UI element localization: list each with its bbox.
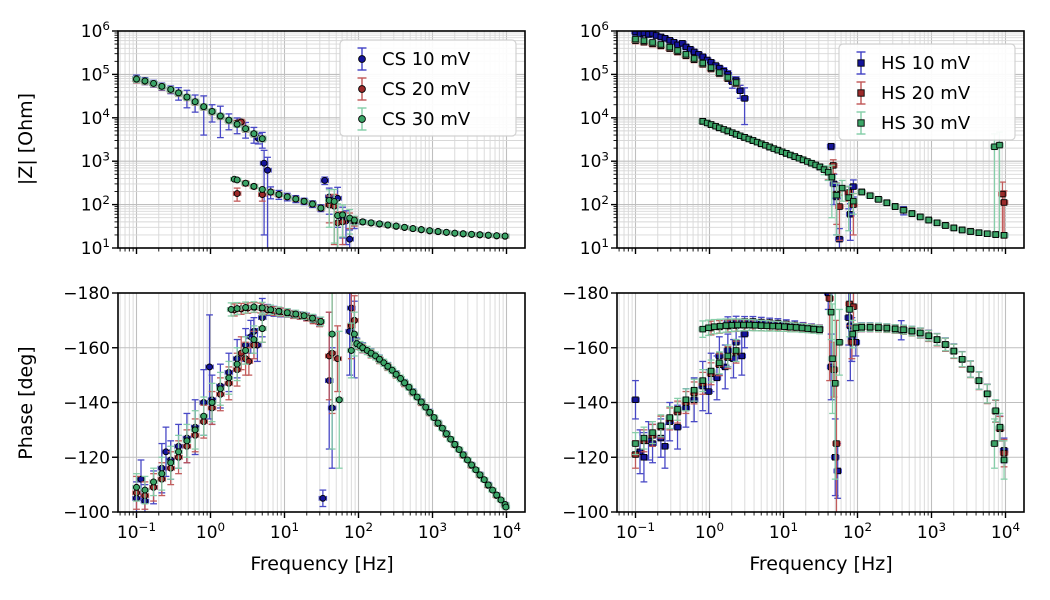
x-axis-label-frequency-left: Frequency [Hz]	[250, 553, 394, 575]
y-axis-label-phase: Phase [deg]	[15, 346, 37, 460]
y-axis-label-impedance: |Z| [Ohm]	[15, 92, 37, 186]
x-axis-label-frequency-right: Frequency [Hz]	[749, 553, 893, 575]
